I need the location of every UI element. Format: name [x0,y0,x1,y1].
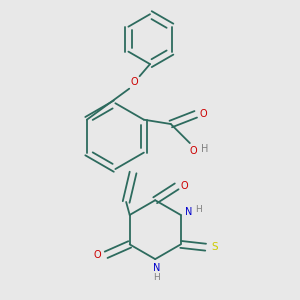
Text: S: S [211,242,217,252]
Text: N: N [184,207,192,217]
Text: H: H [195,205,202,214]
Text: O: O [130,77,138,88]
Text: N: N [153,263,161,273]
Text: O: O [93,250,101,260]
Text: H: H [201,144,208,154]
Text: O: O [200,109,207,118]
Text: O: O [181,181,188,191]
Text: O: O [190,146,197,156]
Text: H: H [154,273,160,282]
